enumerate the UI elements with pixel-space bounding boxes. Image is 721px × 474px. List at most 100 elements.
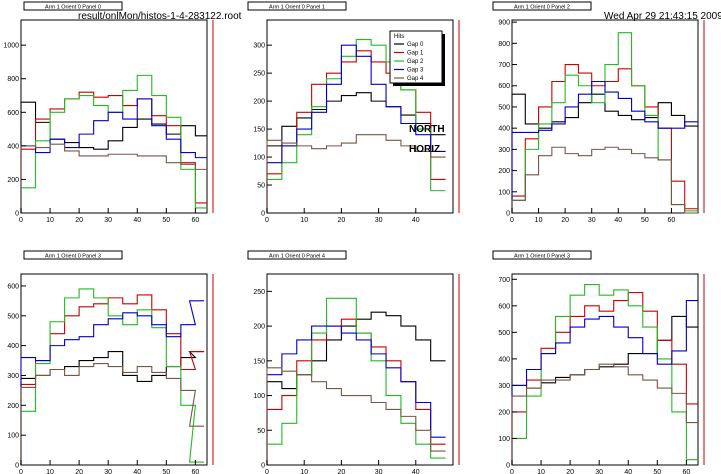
x-tick-label: 40 — [412, 217, 420, 224]
y-tick-label: 50 — [257, 183, 265, 190]
x-tick-label: 30 — [588, 217, 596, 224]
file-path-title: result/onlMon/histos-1-4-283122.root — [78, 11, 242, 22]
x-tick-label: 50 — [162, 469, 170, 474]
y-tick-label: 250 — [253, 289, 265, 296]
panel-3: Arm 1 Orient 0 Panel 30 10 20 30 40 50 6001002… — [7, 250, 214, 474]
y-tick-label: 300 — [7, 373, 19, 380]
x-tick-label: 40 — [624, 469, 632, 474]
x-tick-label: 40 — [133, 469, 141, 474]
x-tick-label: 10 — [537, 469, 545, 474]
y-tick-label: 200 — [498, 409, 510, 416]
x-tick-label: 30 — [375, 217, 383, 224]
y-tick-label: 300 — [253, 43, 265, 50]
panel-title-box — [492, 250, 592, 260]
annotation-north: NORTH — [409, 124, 445, 135]
y-tick-label: 500 — [7, 313, 19, 320]
series-gap-4 — [511, 146, 698, 214]
y-tick-label: 200 — [498, 168, 510, 175]
panel-title: Arm 1 Orient 0 Panel 4 — [269, 254, 325, 260]
panel-title: Arm 1 Orient 0 Panel 1 — [269, 5, 325, 11]
y-tick-label: 500 — [498, 104, 510, 111]
x-tick-label: 10 — [535, 217, 543, 224]
y-tick-label: 0 — [506, 463, 510, 470]
series-gap-4 — [266, 367, 446, 465]
x-tick-label: 20 — [75, 469, 83, 474]
x-tick-label: 40 — [412, 469, 420, 474]
panel-title-box — [23, 1, 123, 11]
panel-title: Arm 1 Orient 0 Panel 0 — [45, 5, 101, 11]
x-tick-label: 30 — [595, 469, 603, 474]
y-tick-label: 700 — [498, 277, 510, 284]
series-gap-0 — [511, 315, 698, 465]
x-tick-label: 60 — [191, 217, 199, 224]
y-tick-label: 600 — [7, 110, 19, 117]
y-tick-label: 400 — [498, 356, 510, 363]
y-tick-label: 100 — [498, 436, 510, 443]
y-tick-label: 500 — [498, 330, 510, 337]
series-gap-2 — [266, 297, 446, 465]
y-tick-label: 0 — [261, 463, 265, 470]
x-tick-label: 20 — [338, 217, 346, 224]
y-tick-label: 600 — [498, 303, 510, 310]
x-tick-label: 10 — [300, 469, 308, 474]
x-tick-label: 40 — [133, 217, 141, 224]
y-tick-label: 100 — [253, 155, 265, 162]
y-tick-label: 800 — [7, 76, 19, 83]
series-gap-1 — [511, 292, 698, 465]
y-tick-label: 150 — [253, 127, 265, 134]
series-gap-4 — [511, 363, 698, 465]
series-gap-2 — [511, 32, 698, 213]
x-tick-label: 60 — [668, 217, 676, 224]
x-tick-label: 50 — [162, 217, 170, 224]
panel-title-box — [247, 1, 347, 11]
plot-frame — [266, 273, 454, 466]
legend-label-2: Gap 2 — [407, 59, 424, 65]
series-gap-3 — [20, 98, 207, 213]
x-tick-label: 20 — [338, 469, 346, 474]
series-gap-4 — [20, 143, 207, 213]
series-gap-1 — [20, 294, 205, 465]
panel-0: Arm 1 Orient 0 Panel 00 10 20 30 40 50 6002004… — [3, 1, 214, 224]
x-tick-label: 10 — [46, 469, 54, 474]
plot-frame — [20, 19, 208, 214]
y-tick-label: 300 — [498, 147, 510, 154]
x-tick-label: 60 — [682, 469, 690, 474]
panel-title: Arm 1 Orient 0 Panel 2 — [514, 5, 570, 11]
x-tick-label: 0 — [19, 217, 23, 224]
series-gap-3 — [20, 300, 205, 465]
y-tick-label: 200 — [7, 177, 19, 184]
y-tick-label: 400 — [7, 343, 19, 350]
legend-label-1: Gap 1 — [407, 51, 424, 57]
panel-5: Arm 1 Orient 0 Panel 30 10 20 30 40 50 6001002… — [492, 250, 705, 474]
y-tick-label: 400 — [498, 126, 510, 133]
y-tick-label: 700 — [498, 62, 510, 69]
plot-frame — [266, 19, 454, 214]
panel-1: Arm 1 Orient 0 Panel 1 0 10 20 30 40 0 50 100 150… — [247, 1, 460, 224]
x-tick-label: 10 — [300, 217, 308, 224]
x-tick-label: 0 — [510, 217, 514, 224]
series-gap-2 — [20, 288, 205, 465]
series-gap-4 — [20, 362, 205, 465]
legend-label-3: Gap 3 — [407, 68, 424, 74]
plot-frame — [20, 273, 208, 466]
y-tick-label: 300 — [498, 383, 510, 390]
x-tick-label: 30 — [375, 469, 383, 474]
panel-title: Arm 1 Orient 0 Panel 3 — [45, 254, 101, 260]
series-gap-3 — [266, 325, 446, 465]
y-tick-label: 0 — [506, 211, 510, 218]
panel-2: Arm 1 Orient 0 Panel 20 10 20 30 40 50 6001002… — [492, 1, 705, 224]
x-tick-label: 50 — [653, 469, 661, 474]
series-gap-1 — [266, 318, 446, 465]
timestamp: Wed Apr 29 21:43:15 2009 — [604, 11, 721, 22]
x-tick-label: 0 — [265, 469, 269, 474]
y-tick-label: 0 — [261, 211, 265, 218]
x-tick-label: 10 — [46, 217, 54, 224]
x-tick-label: 20 — [75, 217, 83, 224]
legend-label-0: Gap 0 — [407, 42, 424, 48]
x-tick-label: 50 — [641, 217, 649, 224]
y-tick-label: 200 — [253, 324, 265, 331]
y-tick-label: 1000 — [3, 43, 19, 50]
legend-label-4: Gap 4 — [407, 76, 424, 82]
x-tick-label: 20 — [561, 217, 569, 224]
